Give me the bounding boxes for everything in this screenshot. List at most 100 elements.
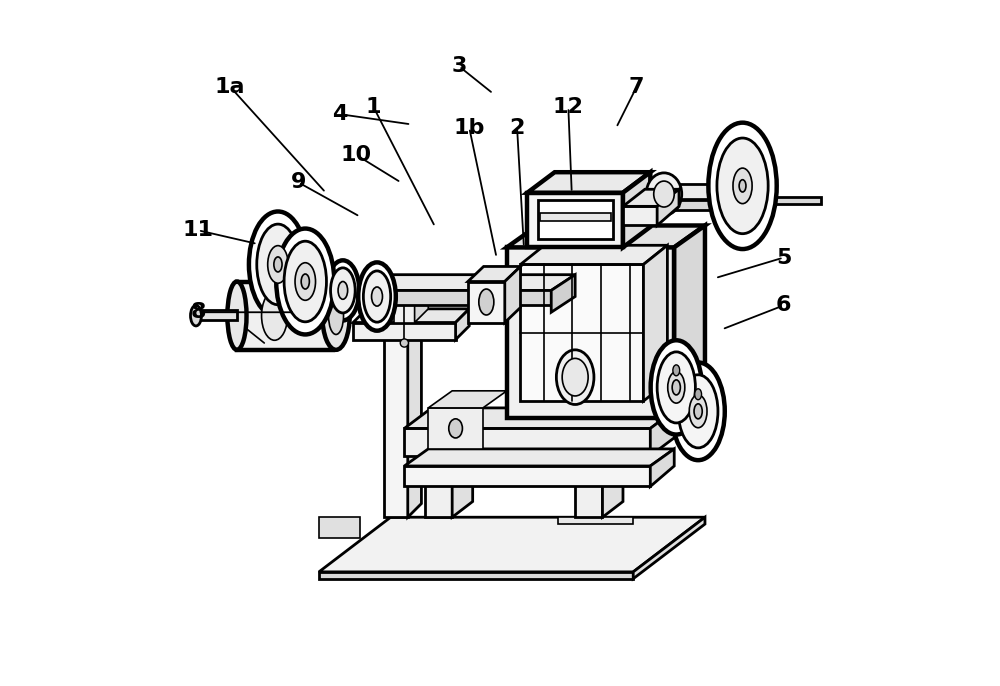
Text: 7: 7 [629, 77, 644, 97]
Polygon shape [456, 309, 469, 340]
Text: 6: 6 [776, 296, 791, 316]
Polygon shape [384, 326, 408, 517]
Text: 10: 10 [341, 145, 372, 165]
Ellipse shape [262, 291, 288, 340]
Ellipse shape [191, 305, 201, 326]
Ellipse shape [479, 289, 494, 315]
Ellipse shape [301, 274, 309, 289]
Polygon shape [384, 312, 421, 326]
Polygon shape [404, 449, 674, 466]
Polygon shape [408, 312, 421, 517]
Polygon shape [602, 440, 623, 517]
Ellipse shape [689, 395, 707, 427]
Text: 4: 4 [332, 104, 347, 124]
Ellipse shape [338, 281, 348, 299]
Polygon shape [425, 456, 452, 517]
Polygon shape [575, 456, 602, 517]
Text: 9: 9 [291, 172, 306, 193]
Polygon shape [520, 246, 667, 264]
Polygon shape [404, 428, 650, 456]
Polygon shape [507, 226, 705, 248]
Text: 2: 2 [509, 118, 525, 138]
Polygon shape [527, 172, 650, 193]
Ellipse shape [739, 180, 746, 192]
Ellipse shape [695, 389, 702, 400]
Ellipse shape [400, 339, 408, 347]
Ellipse shape [678, 375, 718, 448]
Ellipse shape [257, 224, 299, 305]
Polygon shape [468, 266, 520, 281]
Text: 1a: 1a [215, 77, 245, 97]
Polygon shape [623, 189, 679, 206]
Text: 5: 5 [776, 248, 791, 268]
Polygon shape [505, 266, 520, 322]
Polygon shape [468, 281, 505, 322]
Ellipse shape [672, 380, 680, 395]
Ellipse shape [274, 257, 282, 272]
Ellipse shape [671, 362, 725, 460]
Text: 1b: 1b [454, 118, 485, 138]
Ellipse shape [556, 350, 594, 405]
Ellipse shape [363, 271, 391, 322]
Polygon shape [643, 246, 667, 401]
Polygon shape [674, 226, 705, 418]
Polygon shape [350, 274, 575, 290]
Ellipse shape [717, 138, 768, 234]
Polygon shape [237, 281, 333, 350]
Text: 11: 11 [183, 220, 214, 240]
Ellipse shape [449, 419, 462, 438]
Polygon shape [540, 213, 611, 222]
Polygon shape [404, 408, 678, 428]
Ellipse shape [654, 181, 674, 207]
Polygon shape [657, 189, 679, 226]
Ellipse shape [227, 281, 247, 350]
Ellipse shape [673, 365, 680, 376]
Ellipse shape [646, 173, 682, 215]
Polygon shape [353, 322, 456, 340]
Polygon shape [507, 248, 674, 418]
Polygon shape [428, 408, 483, 449]
Ellipse shape [657, 352, 695, 423]
Polygon shape [626, 200, 739, 210]
Polygon shape [319, 517, 705, 572]
Ellipse shape [562, 358, 588, 396]
Ellipse shape [331, 268, 355, 313]
Ellipse shape [668, 372, 685, 403]
Polygon shape [626, 185, 765, 200]
Polygon shape [527, 193, 623, 248]
Polygon shape [353, 309, 469, 322]
Polygon shape [404, 466, 650, 486]
Polygon shape [551, 274, 575, 312]
Ellipse shape [733, 168, 752, 204]
Ellipse shape [295, 263, 316, 300]
Polygon shape [650, 449, 674, 486]
Text: 1: 1 [366, 97, 381, 117]
Text: 12: 12 [553, 97, 584, 117]
Polygon shape [394, 288, 428, 302]
Polygon shape [520, 264, 643, 401]
Polygon shape [319, 572, 633, 579]
Polygon shape [428, 391, 507, 408]
Ellipse shape [268, 246, 288, 283]
Ellipse shape [249, 211, 307, 318]
Polygon shape [394, 302, 415, 322]
Ellipse shape [694, 404, 702, 419]
Ellipse shape [284, 241, 326, 322]
Text: 3: 3 [451, 56, 467, 76]
Ellipse shape [708, 123, 777, 249]
Polygon shape [558, 517, 633, 524]
Ellipse shape [329, 297, 344, 335]
Polygon shape [623, 206, 657, 226]
Polygon shape [452, 440, 473, 517]
Polygon shape [415, 288, 428, 322]
Polygon shape [350, 290, 551, 305]
Ellipse shape [372, 287, 382, 306]
Ellipse shape [322, 281, 350, 350]
Polygon shape [623, 172, 650, 248]
Ellipse shape [326, 260, 359, 320]
Polygon shape [319, 517, 360, 538]
Ellipse shape [276, 228, 334, 335]
Polygon shape [633, 517, 705, 579]
Polygon shape [196, 310, 237, 320]
Polygon shape [753, 197, 821, 204]
